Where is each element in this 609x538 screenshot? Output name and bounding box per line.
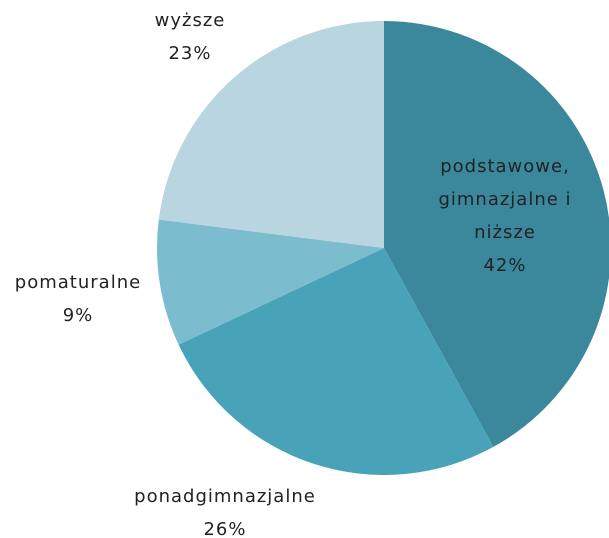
category-label: wyższe (154, 10, 226, 31)
slice-label: ponadgimnazjalne 26% (95, 480, 355, 538)
pie-slice (384, 21, 609, 447)
slice-label: podstawowe, gimnazjalne i niższe 42% (430, 150, 580, 282)
pie-slice (158, 21, 384, 248)
category-label: ponadgimnazjalne (134, 486, 316, 507)
pie-slice (178, 248, 494, 475)
slice-label: wyższe 23% (110, 4, 270, 70)
value-label: 42% (483, 255, 527, 276)
slice-label: pomaturalne 9% (0, 266, 158, 332)
value-label: 9% (62, 305, 94, 326)
pie-slice (157, 219, 384, 345)
category-label: podstawowe, gimnazjalne i niższe (438, 156, 572, 243)
value-label: 26% (203, 519, 247, 538)
value-label: 23% (168, 43, 212, 64)
category-label: pomaturalne (14, 272, 142, 293)
